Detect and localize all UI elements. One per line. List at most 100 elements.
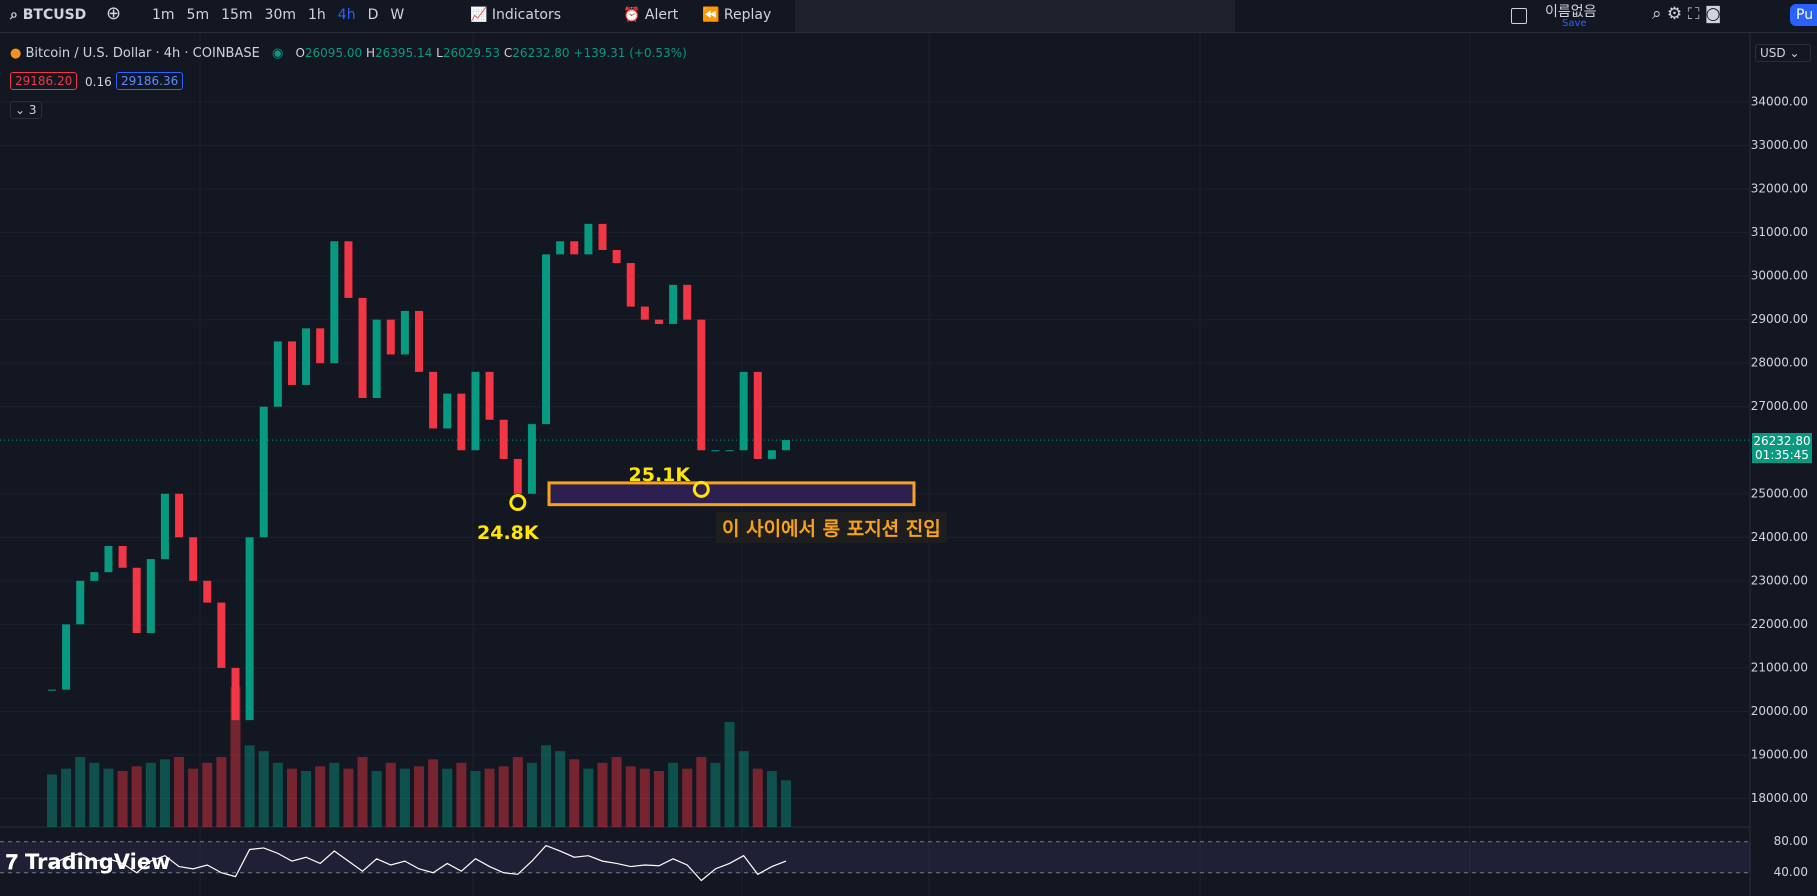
y-tick-label: 27000.00 — [1751, 399, 1808, 413]
indicators[interactable]: 📈 Indicators — [470, 7, 562, 23]
low-label: 25.1K — [629, 464, 692, 486]
interval[interactable]: 1m — [152, 7, 175, 23]
last-price-tag: 26232.80 01:35:45 — [1752, 433, 1812, 463]
y-tick-label: 29000.00 — [1751, 312, 1808, 326]
y-tick-label: 20000.00 — [1751, 704, 1808, 718]
entry-zone — [547, 481, 916, 507]
tool-icons[interactable]: ⌕ ⚙ ⛶ ◙ — [1652, 4, 1722, 24]
y-tick-label: 18000.00 — [1751, 791, 1808, 805]
candle — [76, 580, 85, 625]
status-dot: ◉ — [271, 46, 284, 61]
volume-bar — [696, 757, 707, 827]
candle — [584, 223, 593, 255]
interval[interactable]: 1h — [308, 7, 326, 23]
rsi-line — [51, 844, 787, 882]
interval[interactable]: 15m — [221, 7, 253, 23]
candle — [302, 328, 311, 385]
volume-bar — [329, 762, 340, 827]
layout-name[interactable]: 이름없음 — [1545, 4, 1597, 20]
y-tick-label: 31000.00 — [1751, 225, 1808, 239]
volume-bar — [357, 757, 368, 827]
volume-bar — [625, 766, 636, 827]
volume-bar — [512, 757, 523, 827]
change: +139.31 (+0.53%) — [573, 46, 687, 60]
volume-bar — [498, 766, 509, 827]
legend-title: Bitcoin / U.S. Dollar · 4h · COINBASE — [25, 46, 260, 61]
volume-bar — [484, 768, 495, 827]
candle — [725, 450, 734, 452]
candle — [287, 341, 296, 385]
candle — [259, 406, 268, 538]
replay-text[interactable]: Replay — [723, 7, 772, 23]
sell-price[interactable]: 29186.20 — [10, 72, 78, 90]
c-label: C — [503, 46, 513, 60]
volume-bar — [724, 722, 735, 827]
volume-bar — [315, 766, 326, 827]
interval[interactable]: 30m — [264, 7, 296, 23]
y-tick-label: 32000.00 — [1751, 182, 1808, 196]
alert[interactable]: ⏰ Alert — [623, 7, 679, 23]
symbol-text[interactable]: BTCUSD — [22, 7, 87, 23]
publish[interactable]: Pu — [1790, 4, 1817, 26]
interval[interactable]: 5m — [186, 7, 210, 23]
buy-price[interactable]: 29186.36 — [116, 72, 184, 90]
candle — [189, 537, 198, 581]
volume-bar — [61, 768, 72, 827]
volume-bar — [414, 766, 424, 827]
volume-bar — [653, 771, 664, 827]
candle — [273, 341, 282, 407]
indicators-text[interactable]: Indicators — [491, 7, 562, 23]
volume-bar — [272, 762, 283, 827]
open: 26095.00 — [304, 46, 363, 60]
volume-bar — [555, 751, 566, 827]
candle — [330, 241, 339, 364]
high: 26395.14 — [375, 46, 433, 60]
interval[interactable]: W — [390, 7, 405, 23]
layout-icon[interactable] — [1511, 8, 1527, 24]
volume-bar — [371, 771, 382, 827]
volume-bar — [343, 768, 354, 827]
y-tick-label: 34000.00 — [1751, 94, 1808, 108]
volume-bar — [174, 757, 185, 827]
interval[interactable]: D — [367, 7, 379, 23]
candle — [443, 393, 452, 429]
volume-bar — [470, 771, 481, 827]
volume-bar — [286, 768, 297, 827]
alert-text[interactable]: Alert — [644, 7, 679, 23]
spread: 0.16 — [85, 75, 112, 89]
volume-bar — [752, 768, 763, 827]
volume-bar — [738, 751, 749, 827]
candle — [400, 310, 409, 355]
candle — [132, 567, 141, 634]
time-grid — [199, 32, 1471, 896]
volume-bar — [301, 771, 312, 827]
candle — [683, 284, 692, 320]
currency[interactable]: USD ⌄ — [1755, 44, 1811, 62]
candle — [118, 546, 127, 568]
low-label: 24.8K — [477, 522, 540, 544]
interval[interactable]: 4h — [337, 7, 356, 23]
collapsed-count[interactable]: 3 — [28, 103, 37, 117]
volume-bar — [541, 745, 552, 827]
symbol[interactable]: ⌕ BTCUSD — [10, 7, 87, 23]
candle — [175, 493, 184, 538]
candle — [626, 263, 635, 307]
collapse-btn[interactable]: ⌄ 3 — [10, 101, 42, 119]
candle — [499, 419, 508, 459]
save[interactable]: Save — [1562, 18, 1587, 29]
replay[interactable]: ⏪ Replay — [702, 7, 772, 23]
zone-label: 이 사이에서 롱 포지션 진입 — [716, 512, 947, 543]
volume-bar — [583, 768, 594, 827]
candle — [542, 254, 551, 425]
add-symbol[interactable]: ⊕ — [106, 3, 122, 24]
low-marker — [692, 480, 710, 498]
candle — [245, 537, 254, 721]
candle — [570, 241, 579, 255]
currency-text[interactable]: USD — [1760, 46, 1786, 60]
candle — [146, 559, 155, 634]
volume-bar — [89, 762, 100, 827]
volume-bar — [75, 757, 86, 827]
y-tick-label: 24000.00 — [1751, 530, 1808, 544]
volume-bar — [611, 757, 622, 827]
branding: 𝟕 TradingView — [6, 850, 171, 874]
